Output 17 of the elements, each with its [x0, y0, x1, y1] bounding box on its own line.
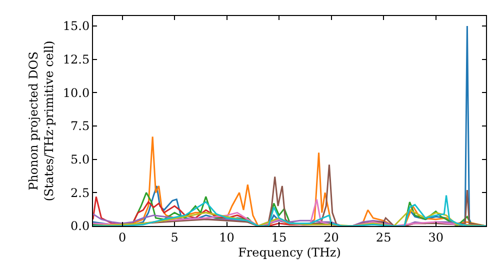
- x-tick-label: 20: [324, 230, 339, 244]
- y-tick-label: 15.0: [62, 19, 90, 34]
- y-tick-label: 12.5: [62, 52, 90, 67]
- y-tick-label: 7.5: [70, 119, 90, 134]
- x-tick-label: 10: [219, 230, 234, 244]
- y-tick-label: 2.5: [70, 186, 90, 200]
- y-tick-label: 5.0: [70, 152, 90, 167]
- x-tick-label: 15: [271, 230, 287, 244]
- y-axis-title: Phonon projected DOS (States/THz·primitive cell): [26, 40, 56, 202]
- x-tick-label: 5: [170, 230, 178, 244]
- y-tick-label: 10.0: [62, 86, 90, 100]
- y-tick-label: 0.0: [70, 219, 90, 234]
- x-tick-label: 0: [118, 230, 126, 244]
- x-tick-label: 30: [428, 230, 444, 244]
- x-axis-title: Frequency (THz): [238, 245, 341, 260]
- line-series: [93, 209, 486, 226]
- x-tick-label: 25: [376, 230, 392, 244]
